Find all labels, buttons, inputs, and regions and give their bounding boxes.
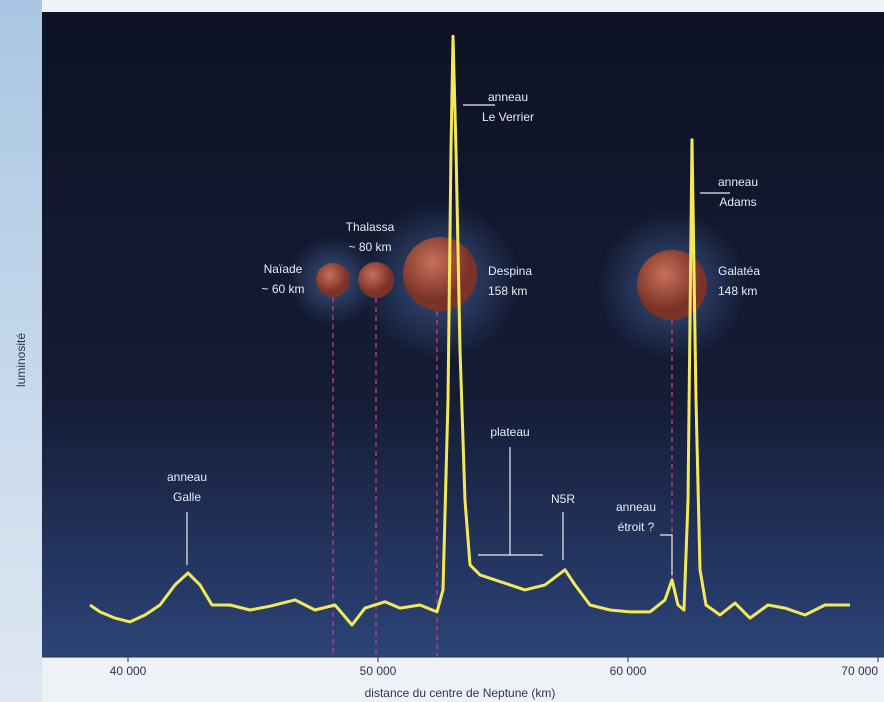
side-strip xyxy=(0,0,42,702)
x-tick-label: 70 000 xyxy=(841,664,878,678)
x-tick-label: 40 000 xyxy=(110,664,147,678)
axes: distance du centre de Neptune (km) lumin… xyxy=(14,333,884,700)
annotation: anneau xyxy=(488,90,528,104)
moon-thalassa xyxy=(358,262,394,298)
moon-despina xyxy=(403,237,477,311)
leader xyxy=(478,447,543,556)
annotation: Adams xyxy=(719,195,756,209)
leader xyxy=(660,534,673,575)
x-tick-label: 60 000 xyxy=(610,664,647,678)
annotation: Galatéa xyxy=(718,264,760,278)
annotation: Thalassa xyxy=(346,220,395,234)
annotation: anneau xyxy=(616,500,656,514)
annotation-leaders xyxy=(186,104,730,575)
annotation: 148 km xyxy=(718,284,757,298)
y-axis-title: luminosité xyxy=(14,333,28,387)
annotation: N5R xyxy=(551,492,575,506)
annotation: Naïade xyxy=(264,262,303,276)
annotation: Despina xyxy=(488,264,532,278)
annotation: Galle xyxy=(173,490,201,504)
annotation: ~ 60 km xyxy=(261,282,304,296)
annotation: étroit ? xyxy=(618,520,655,534)
annotation: anneau xyxy=(718,175,758,189)
annotation: anneau xyxy=(167,470,207,484)
annotation: plateau xyxy=(490,425,529,439)
moon-naiade xyxy=(316,263,350,297)
x-axis-title: distance du centre de Neptune (km) xyxy=(365,686,556,700)
annotation: ~ 80 km xyxy=(348,240,391,254)
annotation: 158 km xyxy=(488,284,527,298)
moon-galatea xyxy=(637,250,707,320)
x-tick-label: 50 000 xyxy=(360,664,397,678)
annotation: Le Verrier xyxy=(482,110,534,124)
profile-line xyxy=(89,34,850,627)
